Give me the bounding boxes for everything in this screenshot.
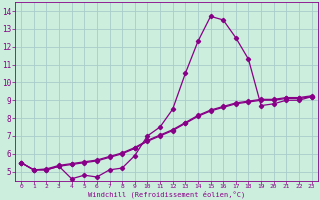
X-axis label: Windchill (Refroidissement éolien,°C): Windchill (Refroidissement éolien,°C) xyxy=(88,190,245,198)
